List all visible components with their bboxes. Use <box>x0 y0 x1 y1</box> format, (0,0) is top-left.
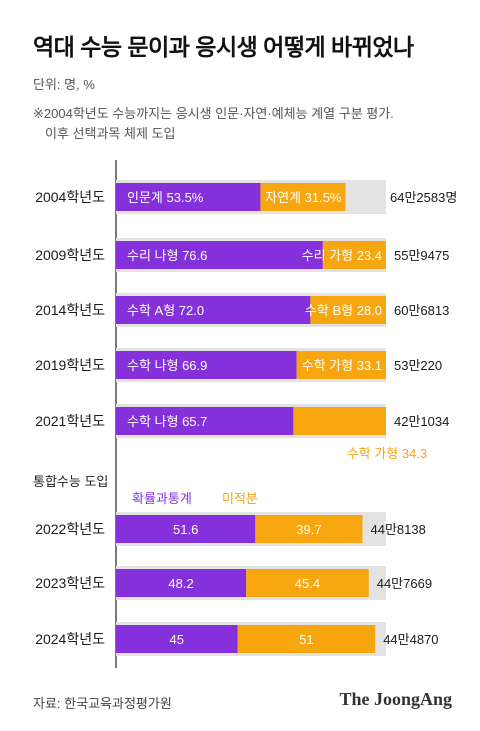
data-label: 수학 나형 65.7 <box>127 414 207 429</box>
bar-segment-orange <box>237 625 376 653</box>
data-label: 인문계 53.5% <box>127 190 204 205</box>
total-label: 53만220 <box>394 358 442 373</box>
bar-segment-orange <box>293 407 386 435</box>
total-label: 55만9475 <box>394 248 449 263</box>
bar-segment-purple <box>116 296 311 324</box>
year-label: 2019학년도 <box>35 357 105 373</box>
page-title: 역대 수능 문이과 응시생 어떻게 바뀌었나 <box>33 34 414 60</box>
data-label: 수리 가형 23.4 <box>302 248 382 263</box>
bar-segment-purple <box>116 351 297 379</box>
year-label: 2014학년도 <box>35 302 105 318</box>
data-label: 51 <box>299 632 313 647</box>
bar-segment-purple <box>116 515 256 543</box>
source-label: 자료: 한국교육과정평가원 <box>33 696 172 711</box>
data-label: 39.7 <box>296 522 321 537</box>
year-label: 2022학년도 <box>35 521 105 537</box>
brand-logo: The JoongAng <box>339 689 452 709</box>
bar-segment-orange <box>260 183 346 211</box>
bar-segment-orange <box>310 296 386 324</box>
bar-segment-purple <box>116 407 294 435</box>
bar-segment-orange <box>255 515 363 543</box>
data-label: 수학 A형 72.0 <box>127 303 204 318</box>
section-label-unified-exam: 통합수능 도입 <box>33 474 109 489</box>
footnote-line-2: 이후 선택과목 체제 도입 <box>45 126 176 141</box>
total-label: 60만6813 <box>394 303 449 318</box>
data-label: 48.2 <box>168 576 193 591</box>
legend-label: 확률과통계 <box>132 491 192 506</box>
data-label: 수학 나형 66.9 <box>127 358 207 373</box>
data-label: 45.4 <box>295 576 320 591</box>
bar-segment-orange <box>246 569 369 597</box>
data-label: 수리 나형 76.6 <box>127 248 207 263</box>
bar-segment-purple <box>116 183 261 211</box>
legend-label: 미적분 <box>222 491 258 506</box>
bar-segment-purple <box>116 569 247 597</box>
data-label: 수학 B형 28.0 <box>305 303 382 318</box>
unit-label: 단위: 명, % <box>33 77 95 92</box>
total-label: 44만8138 <box>371 522 426 537</box>
data-label: 자연계 31.5% <box>265 190 342 205</box>
footnote: ※2004학년도 수능까지는 응시생 인문·자연·예체능 계열 구분 평가. 이… <box>33 104 394 144</box>
bar-segment-purple <box>116 241 323 269</box>
year-label: 2024학년도 <box>35 631 105 647</box>
data-label: 45 <box>170 632 184 647</box>
total-label: 44만4870 <box>383 632 438 647</box>
year-label: 2021학년도 <box>35 413 105 429</box>
bar-segment-orange <box>322 241 386 269</box>
total-label: 42만1034 <box>394 414 449 429</box>
year-label: 2023학년도 <box>35 575 105 591</box>
data-label: 수학 가형 33.1 <box>302 358 382 373</box>
data-label: 51.6 <box>173 522 198 537</box>
footnote-line-1: ※2004학년도 수능까지는 응시생 인문·자연·예체능 계열 구분 평가. <box>33 106 394 121</box>
data-label: 수학 가형 34.3 <box>347 446 427 461</box>
bar-segment-orange <box>296 351 386 379</box>
total-label: 44만7669 <box>377 576 432 591</box>
year-label: 2009학년도 <box>35 247 105 263</box>
total-label: 64만2583명 <box>390 190 457 205</box>
year-label: 2004학년도 <box>35 189 105 205</box>
bar-segment-purple <box>116 625 238 653</box>
